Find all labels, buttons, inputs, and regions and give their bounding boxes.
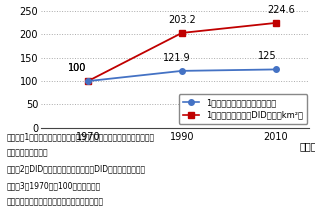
Text: 224.6: 224.6 (267, 5, 295, 14)
Text: （年）: （年） (300, 141, 315, 151)
Text: 100: 100 (68, 63, 86, 73)
Text: 2　DID面積は合併前の市町村のDID面積を合算した。: 2 DID面積は合併前の市町村のDID面積を合算した。 (6, 165, 146, 174)
Text: 外した。: 外した。 (6, 149, 48, 158)
Text: （注）　1　道県庁を有する市町村のうち、三大都市圈及び政令市を除: （注） 1 道県庁を有する市町村のうち、三大都市圈及び政令市を除 (6, 132, 154, 141)
Text: 3　1970年を100とした割合。: 3 1970年を100とした割合。 (6, 181, 100, 190)
Text: 資料）総務省「国勢調査」より国土交通省作成: 資料）総務省「国勢調査」より国土交通省作成 (6, 197, 103, 206)
Text: 100: 100 (68, 63, 86, 73)
Text: 203.2: 203.2 (168, 14, 196, 24)
Legend: 1都市当たりの平均人口（人）, 1都市当たりの平均DID面積（km²）: 1都市当たりの平均人口（人）, 1都市当たりの平均DID面積（km²） (179, 94, 307, 124)
Text: 121.9: 121.9 (163, 53, 190, 63)
Text: 125: 125 (258, 51, 277, 61)
